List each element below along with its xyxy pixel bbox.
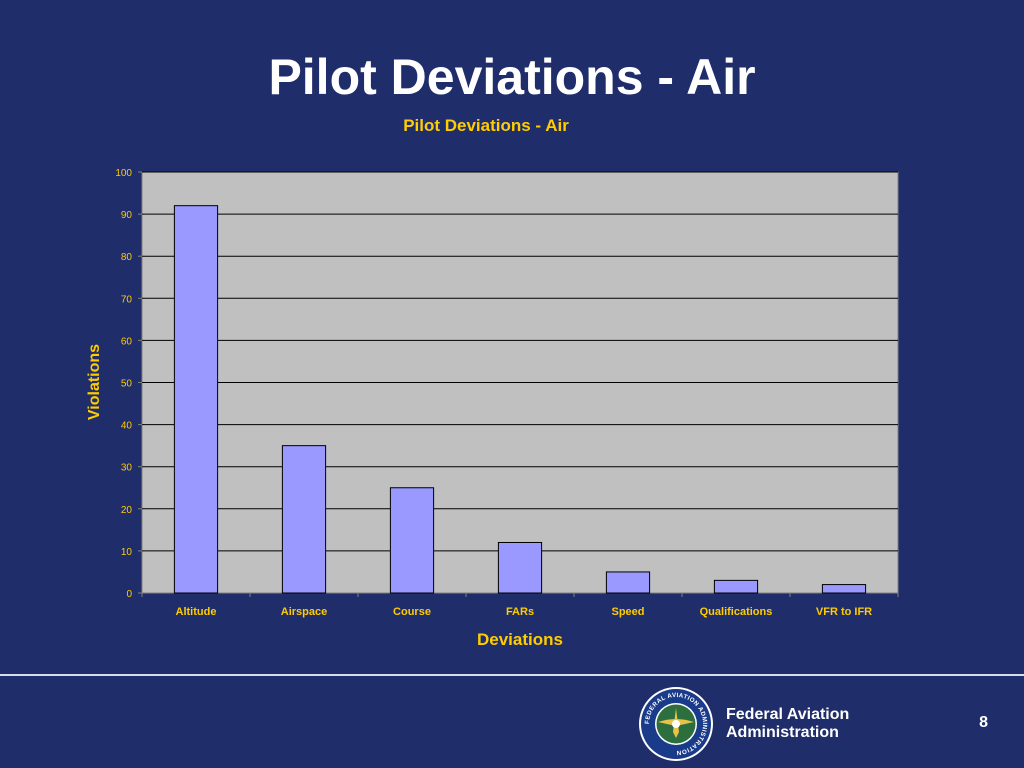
bar-qualifications: [713, 579, 759, 594]
y-tick-label: 40: [121, 421, 133, 432]
bar-course: [389, 487, 435, 594]
x-tick-label: Speed: [611, 606, 644, 618]
bar-speed: [605, 571, 651, 594]
page-number: 8: [979, 714, 988, 731]
y-tick-label: 10: [121, 547, 133, 558]
chart-title: Pilot Deviations - Air: [403, 116, 569, 135]
x-tick-label: FARs: [506, 606, 534, 618]
y-tick-label: 50: [121, 379, 133, 390]
y-axis-label: Violations: [86, 344, 103, 420]
bar-chart: Pilot Deviations - Air 0 10 20 30 40 50 60 70 80…: [86, 116, 899, 649]
x-axis-label: Deviations: [477, 630, 563, 649]
x-tick-label: Qualifications: [700, 606, 773, 618]
y-tick-label: 80: [121, 252, 133, 263]
y-tick-label: 100: [115, 168, 132, 179]
bar-altitude: [173, 205, 219, 594]
y-axis-ticks: 0 10 20 30 40 50 60 70 80 90 100: [115, 168, 142, 600]
x-tick-label: VFR to IFR: [816, 606, 872, 618]
y-tick-label: 30: [121, 463, 133, 474]
bar-fars: [497, 541, 543, 594]
x-tick-label: Airspace: [281, 606, 327, 618]
y-tick-label: 90: [121, 210, 133, 221]
y-tick-label: 0: [126, 589, 132, 600]
agency-name: Federal Aviation Administration: [726, 706, 849, 742]
agency-name-line1: Federal Aviation: [726, 706, 850, 723]
x-axis-ticks: Altitude Airspace Course FARs Speed Qualifica…: [141, 593, 899, 618]
bar-vfr-to-ifr: [821, 584, 867, 594]
y-tick-label: 70: [121, 294, 133, 305]
slide-title: Pilot Deviations - Air: [268, 49, 756, 105]
y-tick-label: 20: [121, 505, 133, 516]
y-tick-label: 60: [121, 336, 133, 347]
bars: [173, 205, 867, 594]
x-tick-label: Altitude: [176, 606, 217, 618]
bar-airspace: [281, 445, 327, 594]
gridlines: [142, 171, 898, 552]
footer-divider: [0, 674, 1024, 676]
agency-name-line2: Administration: [726, 724, 839, 741]
faa-seal-icon: FEDERAL AVIATION ADMINISTRATION: [639, 687, 713, 761]
x-tick-label: Course: [393, 606, 431, 618]
